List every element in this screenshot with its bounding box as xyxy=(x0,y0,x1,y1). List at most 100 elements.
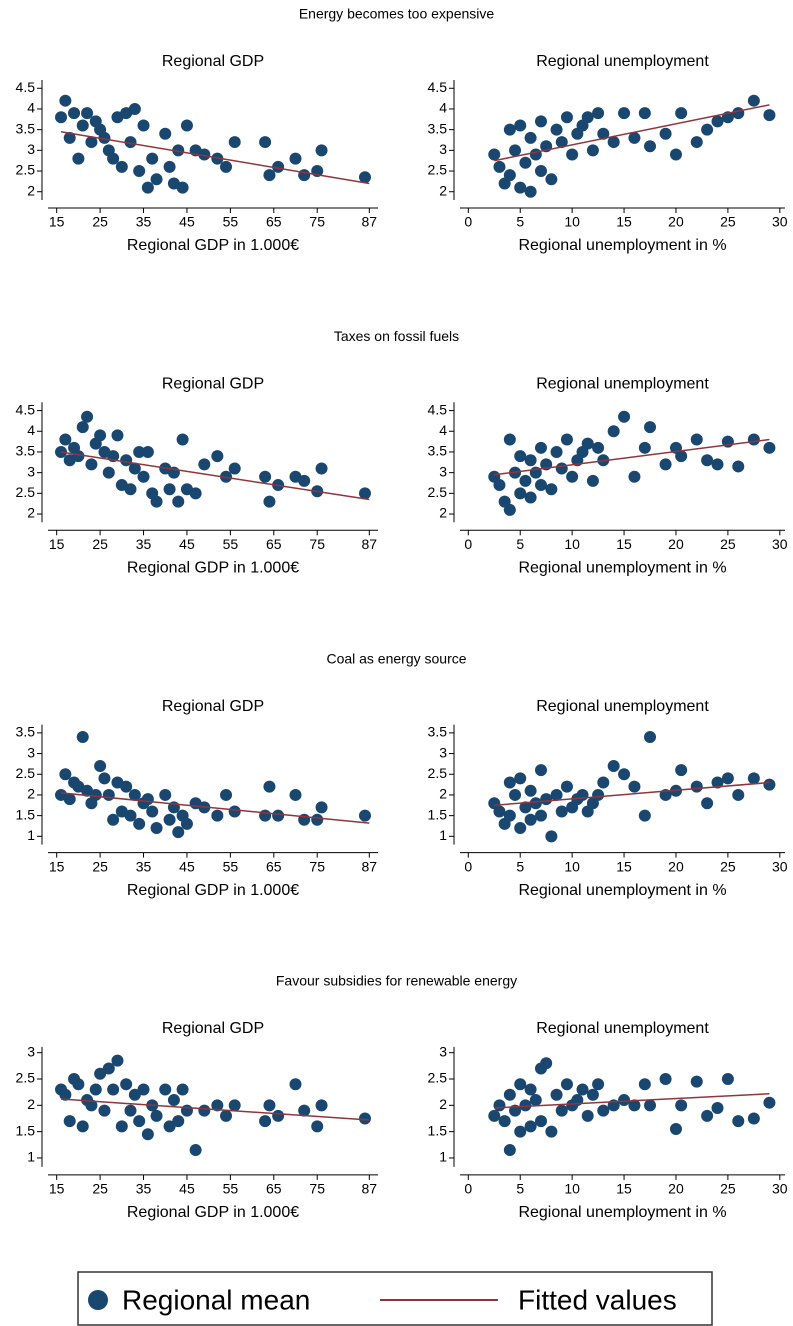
data-point xyxy=(141,793,154,806)
data-point xyxy=(690,433,703,446)
x-tick-label: 15 xyxy=(616,858,632,874)
data-point xyxy=(167,1094,180,1107)
x-tick-label: 65 xyxy=(266,214,282,230)
fitted-line xyxy=(494,1092,770,1109)
y-tick-label: 2 xyxy=(27,505,35,521)
data-point xyxy=(514,119,527,132)
data-point xyxy=(259,1115,272,1128)
fitted-line xyxy=(60,792,370,824)
data-point xyxy=(711,458,724,471)
x-tick-label: 75 xyxy=(309,858,325,874)
data-point xyxy=(63,793,76,806)
x-tick-label: 25 xyxy=(92,1181,108,1197)
data-point xyxy=(176,1083,189,1096)
panel-title: Regional GDP xyxy=(162,53,264,70)
data-point xyxy=(747,1112,760,1125)
data-point xyxy=(607,425,620,438)
x-axis-label: Regional GDP in 1.000€ xyxy=(127,1204,299,1221)
data-point xyxy=(81,107,94,120)
data-point xyxy=(529,1094,542,1107)
data-point xyxy=(150,822,163,835)
data-point xyxy=(644,140,657,153)
x-tick-label: 55 xyxy=(223,1181,239,1197)
data-point xyxy=(638,1078,651,1091)
panel-title: Regional unemployment xyxy=(536,53,709,70)
data-point xyxy=(228,805,241,818)
data-point xyxy=(488,148,501,161)
data-point xyxy=(524,185,537,198)
x-axis-label: Regional unemployment in % xyxy=(518,560,726,577)
y-tick-label: 3.5 xyxy=(16,724,36,740)
data-point xyxy=(644,1099,657,1112)
x-tick-label: 87 xyxy=(362,1181,378,1197)
data-point xyxy=(315,462,328,475)
x-tick-label: 30 xyxy=(772,858,788,874)
data-point xyxy=(638,809,651,822)
y-tick-label: 2 xyxy=(27,1096,35,1112)
data-point xyxy=(763,441,776,454)
data-point xyxy=(198,458,211,471)
data-point xyxy=(59,433,72,446)
data-point xyxy=(85,1099,98,1112)
data-point xyxy=(259,470,272,483)
x-tick-label: 25 xyxy=(720,858,736,874)
data-point xyxy=(659,458,672,471)
data-point xyxy=(488,1109,501,1122)
data-point xyxy=(98,1104,111,1117)
data-point xyxy=(644,731,657,744)
data-point xyxy=(519,474,532,487)
data-point xyxy=(747,772,760,785)
data-point xyxy=(150,1109,163,1122)
y-tick-label: 4.5 xyxy=(428,401,448,417)
data-point xyxy=(89,788,102,801)
data-point xyxy=(669,1123,682,1136)
data-point xyxy=(581,1109,594,1122)
x-tick-label: 30 xyxy=(772,536,788,552)
data-point xyxy=(358,487,371,500)
data-point xyxy=(59,1088,72,1101)
data-point xyxy=(55,111,68,124)
data-point xyxy=(289,152,302,165)
x-tick-label: 55 xyxy=(223,858,239,874)
x-tick-label: 25 xyxy=(92,858,108,874)
data-point xyxy=(524,813,537,826)
fitted-line xyxy=(60,451,370,501)
data-point xyxy=(732,460,745,473)
data-point xyxy=(524,131,537,144)
y-tick-label: 2.5 xyxy=(16,765,36,781)
data-point xyxy=(124,136,137,149)
x-tick-label: 5 xyxy=(516,858,524,874)
data-point xyxy=(586,1088,599,1101)
data-point xyxy=(519,156,532,169)
x-axis-label: Regional GDP in 1.000€ xyxy=(127,882,299,899)
data-point xyxy=(534,1115,547,1128)
y-tick-label: 3.5 xyxy=(428,443,448,459)
y-tick-label: 1 xyxy=(439,1149,447,1165)
y-tick-label: 2 xyxy=(439,1096,447,1112)
y-tick-label: 3 xyxy=(27,463,35,479)
x-tick-label: 20 xyxy=(668,536,684,552)
x-tick-label: 45 xyxy=(179,1181,195,1197)
data-point xyxy=(763,109,776,122)
data-point xyxy=(211,450,224,463)
x-tick-label: 25 xyxy=(720,214,736,230)
data-point xyxy=(124,1104,137,1117)
data-point xyxy=(133,1115,146,1128)
y-tick-label: 4 xyxy=(439,100,447,116)
y-tick-label: 1.5 xyxy=(16,806,36,822)
data-point xyxy=(72,450,85,463)
data-point xyxy=(586,144,599,157)
data-point xyxy=(493,479,506,492)
data-point xyxy=(228,136,241,149)
data-point xyxy=(102,466,115,479)
data-point xyxy=(581,437,594,450)
y-tick-label: 1.5 xyxy=(428,806,448,822)
x-tick-label: 15 xyxy=(49,858,65,874)
data-point xyxy=(141,1128,154,1141)
data-point xyxy=(94,759,107,772)
y-tick-label: 3 xyxy=(27,744,35,760)
data-point xyxy=(514,181,527,194)
data-point xyxy=(81,410,94,423)
data-point xyxy=(98,131,111,144)
x-tick-label: 55 xyxy=(223,214,239,230)
